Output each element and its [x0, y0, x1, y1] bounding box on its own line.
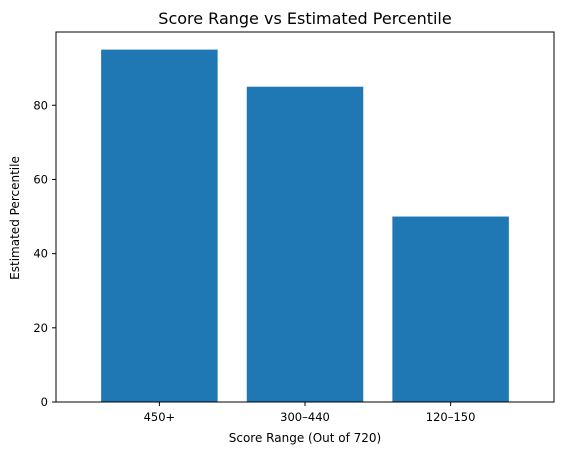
x-tick-label: 450+ [144, 410, 176, 424]
x-tick-label: 120–150 [426, 410, 476, 424]
x-axis-label: Score Range (Out of 720) [229, 431, 382, 445]
bar-3 [392, 216, 509, 402]
x-tick-label: 300–440 [280, 410, 330, 424]
y-tick-label: 20 [33, 321, 48, 335]
y-tick-label: 0 [41, 395, 48, 409]
bar-2 [246, 86, 364, 402]
y-tick-label: 80 [33, 98, 48, 112]
y-axis-label: Estimated Percentile [8, 156, 22, 280]
y-tick-label: 40 [33, 247, 48, 261]
y-tick-label: 60 [33, 172, 48, 186]
chart-title: Score Range vs Estimated Percentile [158, 9, 451, 28]
plot-area: 0 20 40 60 80 450+ 300–440 120–150 [33, 31, 555, 424]
bar-1 [101, 49, 218, 402]
